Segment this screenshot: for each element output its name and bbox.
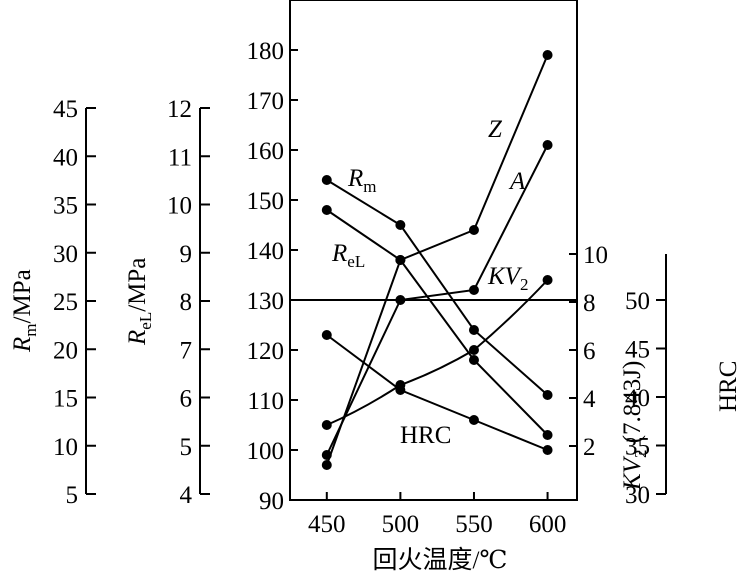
data-point	[321, 205, 332, 215]
x-tick-label: 450	[308, 511, 346, 538]
axis-tick-label: 30	[53, 241, 78, 268]
data-point	[468, 345, 479, 355]
data-point	[542, 275, 553, 285]
series-line-hrc	[326, 334, 548, 451]
axis-tick-label: 12	[167, 96, 192, 123]
data-point	[321, 175, 332, 185]
kv2-axis-label: KV2 (7.843J)	[619, 361, 650, 491]
axis-tick-label: 25	[53, 289, 78, 316]
main-tick-label: 120	[247, 338, 285, 365]
data-point	[321, 460, 332, 470]
data-point	[542, 430, 553, 440]
axis-tick-label: 15	[53, 386, 78, 413]
series-line-a	[325, 144, 549, 456]
data-point	[468, 415, 479, 425]
axis-tick-label: 35	[625, 434, 650, 461]
axis-tick-label: 5	[180, 434, 193, 461]
main-tick-label: 170	[247, 88, 285, 115]
data-point	[395, 255, 406, 265]
axis-tick-label: 9	[180, 241, 193, 268]
main-tick-label: 150	[247, 188, 285, 215]
axis-tick-label: 8	[583, 290, 596, 317]
axis-tick-label: 30	[625, 482, 650, 509]
data-point	[542, 50, 553, 60]
series-label: Rm	[347, 165, 377, 196]
main-y-axis: 90 100 110 120 130 140 150 160 170 180	[247, 38, 298, 515]
data-point	[542, 445, 553, 455]
axis-tick-label: 2	[583, 434, 596, 461]
main-tick-label: 140	[247, 238, 285, 265]
main-tick-label: 160	[247, 138, 285, 165]
axis-tick-label: 4	[180, 482, 193, 509]
series-label: ReL	[331, 240, 365, 271]
x-tick-label: 550	[455, 511, 493, 538]
main-tick-label: 100	[247, 438, 285, 465]
series-line-rm	[326, 179, 549, 396]
data-point	[395, 295, 406, 305]
x-axis-label: 回火温度/℃	[373, 546, 508, 574]
series-label: KV2	[487, 263, 528, 294]
axis-tick-label: 4	[583, 386, 596, 413]
axis-tick-label: 40	[53, 144, 78, 171]
data-point	[542, 390, 553, 400]
axis-tick-label: 35	[53, 193, 78, 220]
kv2-y-axis: 2 4 6 8 10 KV2 (7.843J)	[569, 242, 650, 494]
main-tick-label: 110	[247, 388, 284, 415]
data-point	[395, 220, 406, 230]
data-point	[321, 450, 332, 460]
axis-tick-label: 10	[53, 434, 78, 461]
axis-tick-label: 11	[168, 144, 192, 171]
axis-tick-label: 50	[625, 288, 650, 315]
main-tick-label: 180	[247, 38, 285, 65]
data-point	[468, 225, 479, 235]
data-point	[321, 420, 332, 430]
rel-axis-label: ReL/MPa	[124, 258, 155, 346]
axis-tick-label: 8	[180, 289, 193, 316]
axis-tick-label: 45	[53, 96, 78, 123]
x-tick-label: 500	[382, 511, 420, 538]
x-tick-label: 600	[529, 511, 567, 538]
series-line-kv2	[326, 279, 549, 426]
axis-tick-label: 7	[180, 337, 193, 364]
x-axis: 450 500 550 600	[308, 492, 566, 538]
main-tick-label: 130	[247, 288, 285, 315]
data-point	[321, 330, 332, 340]
main-tick-label: 90	[259, 488, 284, 515]
axis-tick-label: 6	[583, 338, 596, 365]
series-curves	[321, 50, 553, 470]
series-line-z	[325, 54, 549, 466]
series-labels: ZA Rm ReL KV2 HRC	[331, 116, 528, 449]
series-label: A	[508, 168, 526, 195]
axis-tick-label: 5	[66, 482, 79, 509]
data-point	[542, 140, 553, 150]
axis-tick-label: 10	[583, 242, 608, 269]
axis-tick-label: 20	[53, 337, 78, 364]
axis-tick-label: 45	[625, 337, 650, 364]
axis-tick-label: 10	[167, 193, 192, 220]
rm-axis-label: Rm/MPa	[9, 269, 40, 353]
series-line-rel	[326, 209, 549, 436]
data-point	[468, 325, 479, 335]
rm-y-axis: 5 10 15 20 25 30 35 40 45 Rm/MPa	[9, 96, 96, 509]
hrc-axis-label: HRC	[715, 361, 742, 412]
axis-tick-label: 40	[625, 385, 650, 412]
data-point	[468, 355, 479, 365]
hrc-y-axis: 30 35 40 45 50 HRC	[625, 254, 742, 509]
axis-tick-label: 6	[180, 386, 193, 413]
data-point	[468, 285, 479, 295]
series-label: Z	[488, 116, 503, 143]
rel-y-axis: 4 5 6 7 8 9 10 11 12 ReL/MPa	[124, 96, 210, 509]
series-label: HRC	[400, 422, 451, 449]
data-point	[395, 385, 406, 395]
